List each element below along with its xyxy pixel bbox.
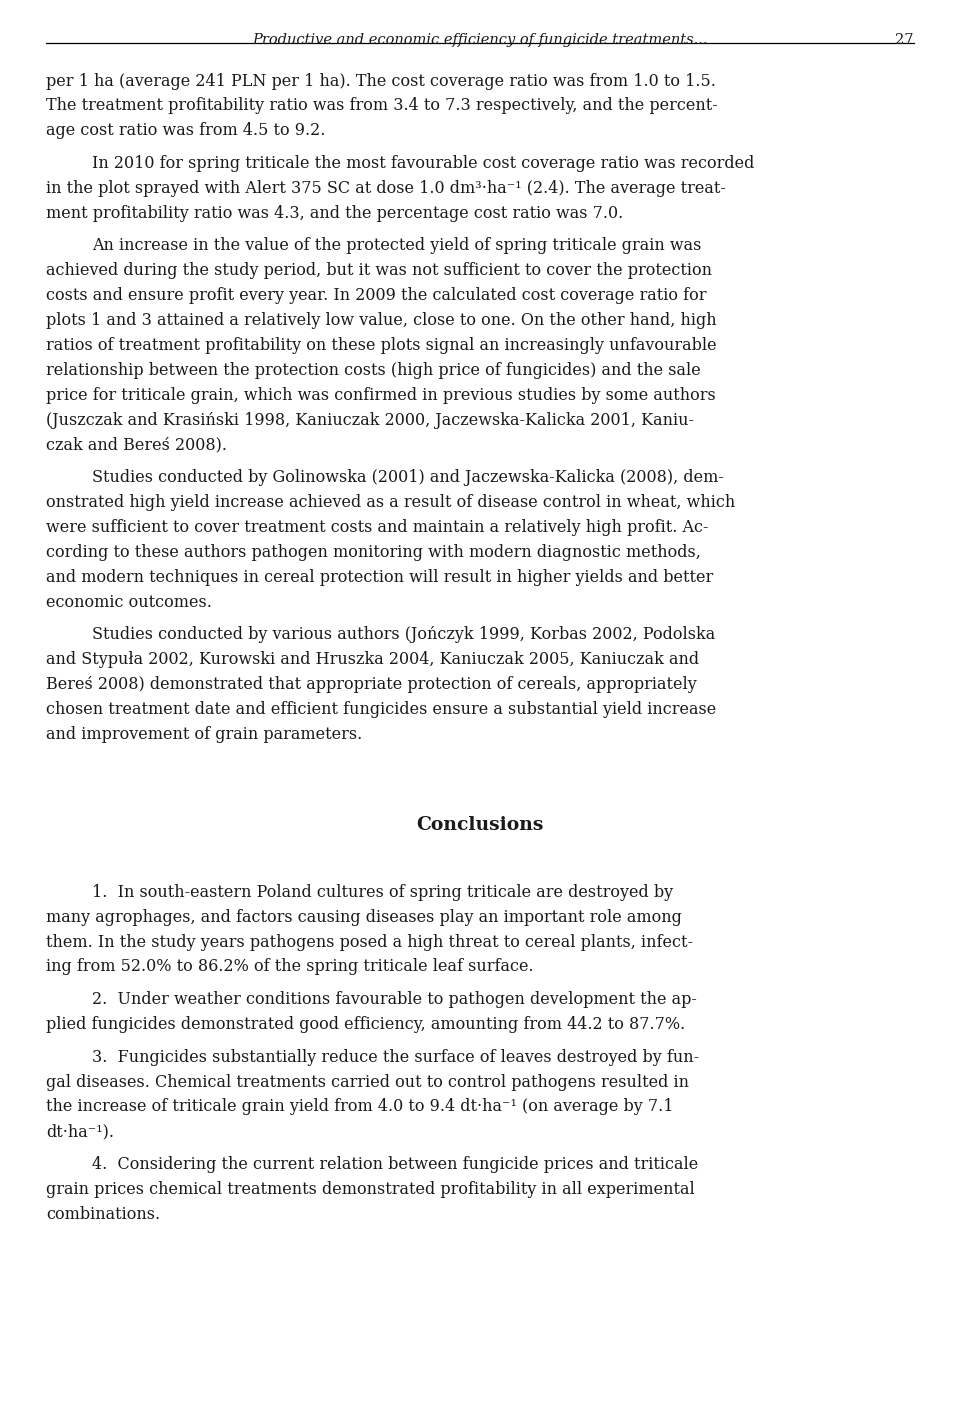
Text: relationship between the protection costs (high price of fungicides) and the sal: relationship between the protection cost… — [46, 361, 701, 378]
Text: plied fungicides demonstrated good efficiency, amounting from 44.2 to 87.7%.: plied fungicides demonstrated good effic… — [46, 1015, 685, 1032]
Text: Studies conducted by Golinowska (2001) and Jaczewska-Kalicka (2008), dem-: Studies conducted by Golinowska (2001) a… — [92, 469, 724, 486]
Text: 3.  Fungicides substantially reduce the surface of leaves destroyed by fun-: 3. Fungicides substantially reduce the s… — [92, 1048, 699, 1065]
Text: 1.  In south-eastern Poland cultures of spring triticale are destroyed by: 1. In south-eastern Poland cultures of s… — [92, 883, 673, 900]
Text: 2.  Under weather conditions favourable to pathogen development the ap-: 2. Under weather conditions favourable t… — [92, 991, 697, 1008]
Text: ing from 52.0% to 86.2% of the spring triticale leaf surface.: ing from 52.0% to 86.2% of the spring tr… — [46, 958, 534, 975]
Text: (Juszczak and Krasiński 1998, Kaniuczak 2000, Jaczewska-Kalicka 2001, Kaniu-: (Juszczak and Krasiński 1998, Kaniuczak … — [46, 411, 694, 428]
Text: chosen treatment date and efficient fungicides ensure a substantial yield increa: chosen treatment date and efficient fung… — [46, 701, 716, 718]
Text: ratios of treatment profitability on these plots signal an increasingly unfavour: ratios of treatment profitability on the… — [46, 337, 717, 354]
Text: czak and Bereś 2008).: czak and Bereś 2008). — [46, 437, 228, 454]
Text: 27: 27 — [896, 33, 914, 47]
Text: onstrated high yield increase achieved as a result of disease control in wheat, : onstrated high yield increase achieved a… — [46, 493, 735, 510]
Text: were sufficient to cover treatment costs and maintain a relatively high profit. : were sufficient to cover treatment costs… — [46, 519, 708, 536]
Text: and improvement of grain parameters.: and improvement of grain parameters. — [46, 725, 362, 742]
Text: grain prices chemical treatments demonstrated profitability in all experimental: grain prices chemical treatments demonst… — [46, 1180, 695, 1197]
Text: Productive and economic efficiency of fungicide treatments...: Productive and economic efficiency of fu… — [252, 33, 708, 47]
Text: gal diseases. Chemical treatments carried out to control pathogens resulted in: gal diseases. Chemical treatments carrie… — [46, 1074, 689, 1091]
Text: cording to these authors pathogen monitoring with modern diagnostic methods,: cording to these authors pathogen monito… — [46, 543, 701, 560]
Text: and Stypuła 2002, Kurowski and Hruszka 2004, Kaniuczak 2005, Kaniuczak and: and Stypuła 2002, Kurowski and Hruszka 2… — [46, 651, 699, 668]
Text: achieved during the study period, but it was not sufficient to cover the protect: achieved during the study period, but it… — [46, 262, 712, 279]
Text: in the plot sprayed with Alert 375 SC at dose 1.0 dm³·ha⁻¹ (2.4). The average tr: in the plot sprayed with Alert 375 SC at… — [46, 179, 726, 196]
Text: economic outcomes.: economic outcomes. — [46, 593, 212, 610]
Text: dt·ha⁻¹).: dt·ha⁻¹). — [46, 1123, 114, 1140]
Text: many agrophages, and factors causing diseases play an important role among: many agrophages, and factors causing dis… — [46, 909, 682, 926]
Text: age cost ratio was from 4.5 to 9.2.: age cost ratio was from 4.5 to 9.2. — [46, 122, 325, 139]
Text: Bereś 2008) demonstrated that appropriate protection of cereals, appropriately: Bereś 2008) demonstrated that appropriat… — [46, 675, 697, 693]
Text: and modern techniques in cereal protection will result in higher yields and bett: and modern techniques in cereal protecti… — [46, 569, 713, 586]
Text: Conclusions: Conclusions — [417, 815, 543, 833]
Text: ment profitability ratio was 4.3, and the percentage cost ratio was 7.0.: ment profitability ratio was 4.3, and th… — [46, 205, 623, 222]
Text: plots 1 and 3 attained a relatively low value, close to one. On the other hand, : plots 1 and 3 attained a relatively low … — [46, 311, 717, 328]
Text: price for triticale grain, which was confirmed in previous studies by some autho: price for triticale grain, which was con… — [46, 387, 716, 404]
Text: the increase of triticale grain yield from 4.0 to 9.4 dt·ha⁻¹ (on average by 7.1: the increase of triticale grain yield fr… — [46, 1098, 674, 1115]
Text: Studies conducted by various authors (Jończyk 1999, Korbas 2002, Podolska: Studies conducted by various authors (Jo… — [92, 626, 715, 643]
Text: An increase in the value of the protected yield of spring triticale grain was: An increase in the value of the protecte… — [92, 237, 702, 255]
Text: them. In the study years pathogens posed a high threat to cereal plants, infect-: them. In the study years pathogens posed… — [46, 933, 693, 950]
Text: In 2010 for spring triticale the most favourable cost coverage ratio was recorde: In 2010 for spring triticale the most fa… — [92, 155, 755, 172]
Text: 4.  Considering the current relation between fungicide prices and triticale: 4. Considering the current relation betw… — [92, 1156, 699, 1173]
Text: per 1 ha (average 241 PLN per 1 ha). The cost coverage ratio was from 1.0 to 1.5: per 1 ha (average 241 PLN per 1 ha). The… — [46, 73, 716, 90]
Text: combinations.: combinations. — [46, 1206, 160, 1223]
Text: The treatment profitability ratio was from 3.4 to 7.3 respectively, and the perc: The treatment profitability ratio was fr… — [46, 97, 718, 114]
Text: costs and ensure profit every year. In 2009 the calculated cost coverage ratio f: costs and ensure profit every year. In 2… — [46, 287, 707, 304]
